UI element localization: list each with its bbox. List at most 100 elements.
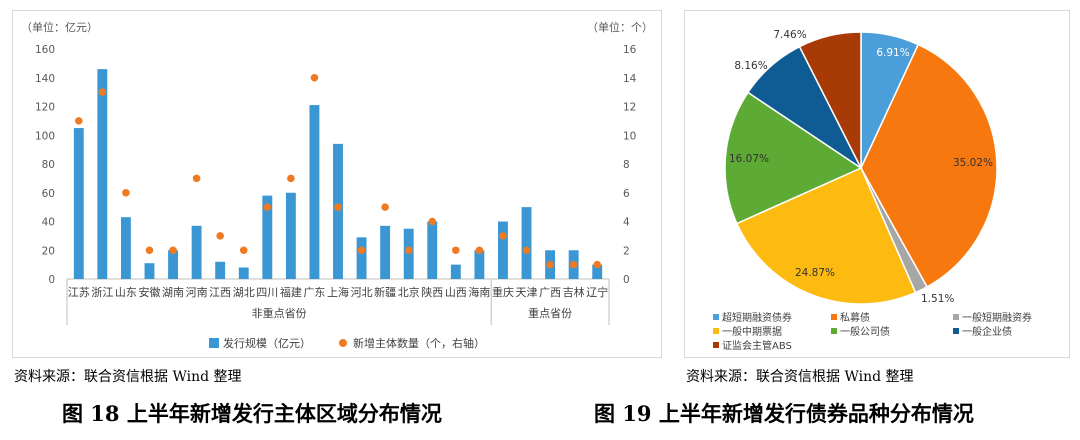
category-label: 山东 <box>115 286 137 299</box>
legend-label: 一般中期票据 <box>722 325 782 338</box>
point-陕西 <box>428 217 437 226</box>
point-重庆 <box>499 232 507 240</box>
point-浙江 <box>98 88 107 96</box>
pie-slice-6 <box>798 31 862 169</box>
left-axis-tick: 100 <box>35 130 55 142</box>
category-label: 湖南 <box>162 286 184 299</box>
category-label: 陕西 <box>421 285 443 299</box>
legend-swatch <box>831 314 837 320</box>
left-axis-tick: 120 <box>35 102 55 114</box>
point-安徽 <box>145 246 154 255</box>
category-label: 广东 <box>303 286 325 299</box>
category-label: 河南 <box>186 286 208 299</box>
point-北京 <box>404 246 413 255</box>
right-source-note: 资料来源：联合资信根据 Wind 整理 <box>686 369 914 385</box>
right-axis-tick: 14 <box>623 73 637 85</box>
right-axis-tick: 16 <box>623 44 637 56</box>
bar-湖北 <box>238 267 249 279</box>
bar-广东 <box>309 105 320 279</box>
right-axis-tick: 12 <box>623 102 636 114</box>
legend-label: 私募债 <box>840 311 870 324</box>
slice-value-label: 16.07% <box>729 153 769 165</box>
left-axis-tick: 140 <box>35 73 55 85</box>
point-福建 <box>287 174 295 183</box>
bar-河北 <box>356 237 367 279</box>
category-label: 福建 <box>280 285 302 299</box>
bar-浙江 <box>97 69 108 279</box>
group-label: 非重点省份 <box>252 306 307 320</box>
bar-安徽 <box>144 263 155 279</box>
region-distribution-chart: （单位：亿元） （单位：个） 0 20 40 60 80 100 120 140 160 0 2 4 6 8 1… <box>21 20 653 350</box>
legend-swatch <box>953 328 959 334</box>
pie-slice-4 <box>724 91 863 225</box>
slice-value-label: 1.51% <box>921 293 954 305</box>
figure-18-caption: 图 18 上半年新增发行主体区域分布情况 <box>62 401 442 426</box>
left-source-note: 资料来源：联合资信根据 Wind 整理 <box>14 369 242 385</box>
right-unit-label: （单位：个） <box>587 20 653 34</box>
left-axis-tick: 20 <box>42 245 55 257</box>
bar-陕西 <box>427 221 438 279</box>
bar-天津 <box>521 207 532 279</box>
right-axis-tick: 10 <box>623 130 636 142</box>
category-label: 上海 <box>327 285 349 299</box>
legend-label: 超短期融资债券 <box>722 311 792 324</box>
bar-新疆 <box>380 225 391 279</box>
point-四川 <box>263 203 272 211</box>
point-新疆 <box>381 203 389 211</box>
right-axis-tick: 4 <box>623 217 630 229</box>
category-label: 山西 <box>445 286 467 299</box>
right-axis-tick: 6 <box>623 188 630 200</box>
left-axis-tick: 0 <box>48 274 55 286</box>
legend-label: 一般短期融资券 <box>962 311 1032 324</box>
left-axis-tick: 160 <box>35 44 55 56</box>
bond-type-chart-panel: 6.91% 35.02% 1.51% 24.87% 16.07% 8.16% 7.46% 超短… <box>684 10 1070 358</box>
left-axis-tick: 40 <box>42 217 55 229</box>
region-chart-panel: （单位：亿元） （单位：个） 0 20 40 60 80 100 120 140 160 0 2 4 6 8 1… <box>12 10 662 358</box>
point-河南 <box>192 174 201 183</box>
legend-label: 证监会主管ABS <box>722 339 792 352</box>
bar-福建 <box>285 192 296 279</box>
bar-山西 <box>450 264 461 279</box>
legend-swatch <box>713 314 719 320</box>
point-河北 <box>357 246 366 255</box>
category-label: 海南 <box>468 285 490 299</box>
bar-湖南 <box>168 250 178 279</box>
category-label: 新疆 <box>374 285 396 299</box>
legend-swatch <box>713 328 719 334</box>
pie-slice-3 <box>735 167 917 305</box>
right-axis-tick: 0 <box>623 274 630 286</box>
slice-value-label: 7.46% <box>773 29 806 41</box>
category-label: 重庆 <box>492 285 514 299</box>
bar-四川 <box>262 195 273 279</box>
legend-swatch <box>713 342 719 348</box>
legend-point-swatch <box>339 339 347 347</box>
figure-19-caption: 图 19 上半年新增发行债券品种分布情况 <box>594 401 974 426</box>
legend-swatch <box>953 314 959 320</box>
category-label: 江苏 <box>68 286 90 299</box>
left-unit-label: （单位：亿元） <box>21 20 98 34</box>
bar-江西 <box>215 261 226 279</box>
group-label: 重点省份 <box>528 306 572 320</box>
legend-swatch <box>831 328 837 334</box>
point-吉林 <box>569 260 578 269</box>
bar-辽宁 <box>592 264 603 279</box>
left-axis-tick: 60 <box>42 188 55 200</box>
bar-河南 <box>191 225 202 279</box>
point-山东 <box>122 188 130 197</box>
right-axis-tick: 8 <box>623 159 630 171</box>
bond-type-pie-chart: 6.91% 35.02% 1.51% 24.87% 16.07% 8.16% 7.46% 超短… <box>713 29 1032 352</box>
slice-value-label: 8.16% <box>734 60 767 72</box>
category-label: 广西 <box>539 286 561 299</box>
legend-bar-swatch <box>209 338 219 348</box>
point-湖南 <box>169 246 177 255</box>
category-label: 北京 <box>398 285 420 299</box>
point-湖北 <box>239 246 248 255</box>
category-label: 河北 <box>351 286 373 299</box>
slice-value-label: 24.87% <box>795 267 835 279</box>
category-label: 江西 <box>209 286 231 299</box>
pie-slice-1 <box>860 43 998 288</box>
point-江西 <box>216 232 224 240</box>
point-广西 <box>546 260 554 269</box>
right-axis-tick: 2 <box>623 245 630 257</box>
left-axis-tick: 80 <box>42 159 55 171</box>
